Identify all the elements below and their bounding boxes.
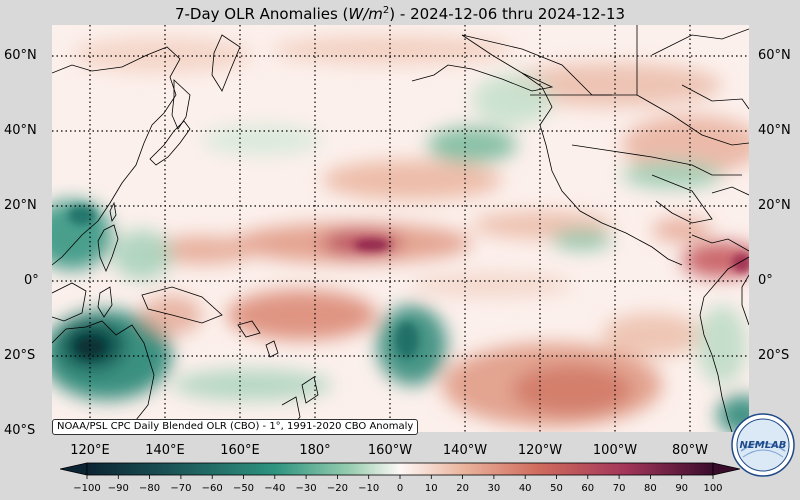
- colorbar-extend-low: [60, 462, 88, 476]
- colorbar-tick-label: 10: [424, 483, 438, 494]
- lat-label-right-20s: 20°S: [758, 348, 790, 363]
- colorbar-tick-label: −30: [295, 483, 317, 494]
- lon-label-100w: 100°W: [592, 443, 638, 458]
- colorbar-tick-label: 20: [456, 483, 469, 494]
- colorbar-extend-high: [712, 462, 740, 476]
- colorbar-tick-label: 60: [581, 483, 595, 494]
- colorbar-tick-label: 90: [675, 483, 689, 494]
- colorbar-tick-label: −60: [201, 483, 223, 494]
- lat-label-right-60n: 60°N: [758, 48, 791, 63]
- colorbar-tick-label: 30: [487, 483, 501, 494]
- lat-label-right-0: 0°: [758, 273, 773, 288]
- lat-label-left-40s: 40°S: [4, 423, 36, 438]
- title-unit: W/m: [348, 5, 383, 23]
- title-unit-exponent: 2: [382, 5, 390, 16]
- lon-label-80w: 80°W: [672, 443, 708, 458]
- lon-label-120w: 120°W: [517, 443, 563, 458]
- lon-label-180: 180°: [299, 443, 331, 458]
- lat-label-left-0: 0°: [24, 273, 39, 288]
- map-title: 7-Day OLR Anomalies (W/m2) - 2024-12-06 …: [0, 0, 800, 25]
- title-prefix: 7-Day OLR Anomalies (: [174, 5, 349, 23]
- colorbar-tick-label: 70: [612, 483, 626, 494]
- colorbar-tick-label: −80: [139, 483, 161, 494]
- colorbar-scale: [86, 462, 714, 476]
- data-source-credit: NOAA/PSL CPC Daily Blended OLR (CBO) - 1…: [52, 419, 419, 435]
- lat-label-left-20n: 20°N: [4, 198, 37, 213]
- colorbar-tick-label: −90: [107, 483, 129, 494]
- colorbar-tick-label: −70: [170, 483, 192, 494]
- lat-label-left-60n: 60°N: [4, 48, 37, 63]
- colorbar-tick-label: 50: [550, 483, 563, 494]
- coastlines: [52, 25, 749, 432]
- lat-label-left-20s: 20°S: [4, 348, 36, 363]
- anomaly-detail: [68, 205, 749, 358]
- graticule: [52, 25, 749, 432]
- colorbar-tick-label: −40: [264, 483, 286, 494]
- colorbar-tick-label: 0: [396, 483, 404, 494]
- lon-label-140w: 140°W: [442, 443, 488, 458]
- lat-label-right-40n: 40°N: [758, 123, 791, 138]
- colorbar-tick-label: 40: [518, 483, 532, 494]
- lon-label-160w: 160°W: [367, 443, 413, 458]
- lat-label-left-40n: 40°N: [4, 123, 37, 138]
- title-suffix: ) - 2024-12-06 thru 2024-12-13: [389, 5, 626, 23]
- colorbar: [60, 462, 740, 479]
- olr-anomaly-map: [52, 25, 749, 432]
- lon-label-140e: 140°E: [145, 443, 185, 458]
- colorbar-tick-label: −50: [232, 483, 255, 494]
- lon-label-120e: 120°E: [70, 443, 110, 458]
- colorbar-tick-label: −100: [73, 483, 101, 494]
- anomaly-shading: [52, 36, 749, 432]
- colorbar-tick-label: 100: [703, 483, 723, 494]
- colorbar-tick-label: 80: [644, 483, 657, 494]
- nemlab-logo: NEMLAB: [731, 413, 795, 477]
- colorbar-tick-label: −20: [326, 483, 348, 494]
- lon-label-160e: 160°E: [220, 443, 260, 458]
- logo-text: NEMLAB: [740, 440, 787, 451]
- colorbar-tick-label: −10: [358, 483, 380, 494]
- colorbar-tick-marks: [86, 475, 714, 479]
- lat-label-right-20n: 20°N: [758, 198, 791, 213]
